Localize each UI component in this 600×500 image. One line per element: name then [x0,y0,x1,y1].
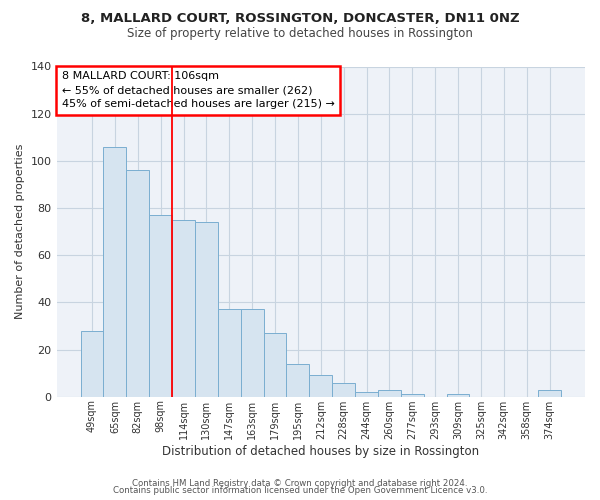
Bar [401,394,424,396]
Bar [103,146,127,396]
Bar [127,170,149,396]
Bar [241,310,263,396]
Bar [195,222,218,396]
Bar [378,390,401,396]
Bar [310,376,332,396]
Bar [218,310,241,396]
Bar [149,215,172,396]
Text: 8 MALLARD COURT: 106sqm
← 55% of detached houses are smaller (262)
45% of semi-d: 8 MALLARD COURT: 106sqm ← 55% of detache… [62,72,335,110]
Text: Contains HM Land Registry data © Crown copyright and database right 2024.: Contains HM Land Registry data © Crown c… [132,478,468,488]
X-axis label: Distribution of detached houses by size in Rossington: Distribution of detached houses by size … [162,444,479,458]
Bar [332,382,355,396]
Bar [446,394,469,396]
Text: Contains public sector information licensed under the Open Government Licence v3: Contains public sector information licen… [113,486,487,495]
Bar [172,220,195,396]
Y-axis label: Number of detached properties: Number of detached properties [15,144,25,320]
Text: Size of property relative to detached houses in Rossington: Size of property relative to detached ho… [127,28,473,40]
Bar [263,333,286,396]
Bar [286,364,310,396]
Bar [80,330,103,396]
Bar [538,390,561,396]
Text: 8, MALLARD COURT, ROSSINGTON, DONCASTER, DN11 0NZ: 8, MALLARD COURT, ROSSINGTON, DONCASTER,… [80,12,520,26]
Bar [355,392,378,396]
